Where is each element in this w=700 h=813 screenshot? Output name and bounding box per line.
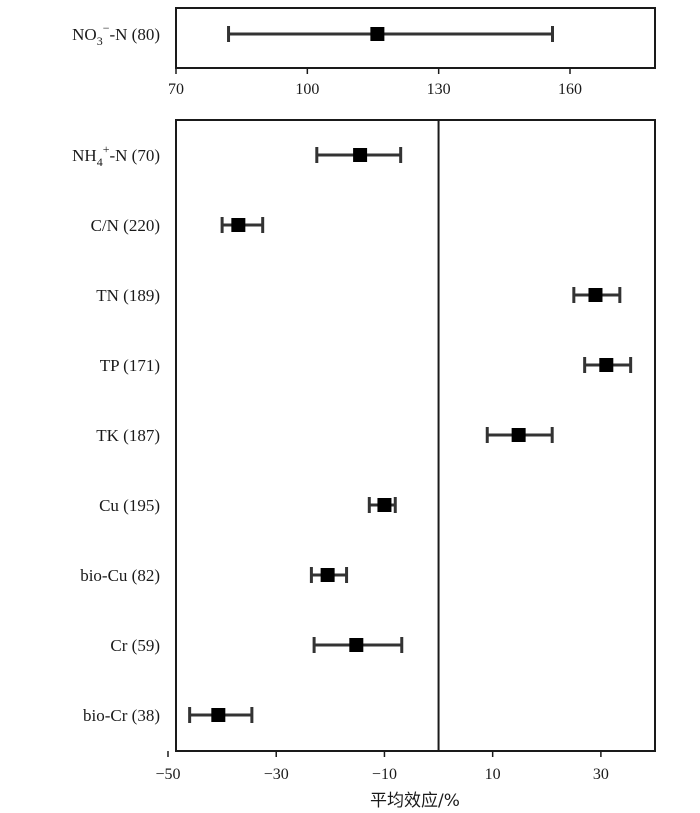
effect-point xyxy=(370,27,385,41)
effect-point xyxy=(211,708,226,722)
effect-point xyxy=(511,428,526,442)
top-panel: 70 100 130 160 NO3−-N (80) xyxy=(72,21,582,98)
row-label: Cu (195) xyxy=(99,496,160,515)
effect-point xyxy=(599,358,614,372)
row-label: NH4+-N (70) xyxy=(72,142,160,169)
x-tick-label: 70 xyxy=(168,81,184,98)
x-axis-title: 平均效应/% xyxy=(370,791,460,811)
x-tick-label: 100 xyxy=(295,81,319,98)
effect-point xyxy=(349,638,364,652)
effect-point xyxy=(353,148,368,162)
top-panel-frame xyxy=(175,7,656,69)
row-label: bio-Cr (38) xyxy=(83,706,160,725)
row-label: TK (187) xyxy=(96,426,160,445)
row-label: C/N (220) xyxy=(91,216,160,235)
bottom-panel-frame xyxy=(175,119,656,752)
effect-point xyxy=(231,218,246,232)
row-label: Cr (59) xyxy=(110,636,160,655)
x-tick-label: −30 xyxy=(264,766,289,783)
bottom-panel: −50 −30 −10 10 30 NH4+-N (70) C/N (220) TN (189… xyxy=(72,120,633,783)
row-label: NO3−-N (80) xyxy=(72,21,160,48)
x-tick-label: −10 xyxy=(372,766,397,783)
effect-point xyxy=(320,568,335,582)
row-label: TN (189) xyxy=(96,286,160,305)
row-label: TP (171) xyxy=(100,356,160,375)
x-tick-label: 30 xyxy=(593,766,609,783)
x-tick-label: 10 xyxy=(485,766,501,783)
x-tick-label: −50 xyxy=(155,766,180,783)
effect-point xyxy=(377,498,392,512)
x-tick-label: 160 xyxy=(558,81,582,98)
x-tick-label: 130 xyxy=(427,81,451,98)
effect-point xyxy=(588,288,603,302)
row-label: bio-Cu (82) xyxy=(80,566,160,585)
